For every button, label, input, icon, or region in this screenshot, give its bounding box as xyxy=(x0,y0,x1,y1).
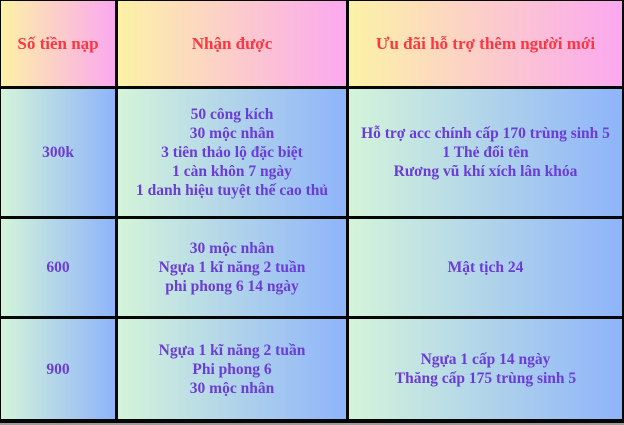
bonus-item: Hỗ trợ acc chính cấp 170 trùng sinh 5 xyxy=(361,125,610,142)
reward-item: 30 mộc nhân xyxy=(189,379,275,397)
bonus-item: Mật tịch 24 xyxy=(447,259,524,276)
header-newbie-bonus: Ưu đãi hỗ trợ thêm người mới xyxy=(349,1,622,86)
reward-item: Ngựa 1 kĩ năng 2 tuần xyxy=(158,259,306,276)
amount-value: 900 xyxy=(46,360,70,378)
row-600-amount: 600 xyxy=(1,219,115,316)
reward-item: 50 công kích xyxy=(190,106,274,123)
reward-item: phi phong 6 14 ngày xyxy=(165,278,299,295)
reward-item: 1 danh hiệu tuyệt thế cao thủ xyxy=(135,182,329,199)
bonus-item: Thăng cấp 175 trùng sinh 5 xyxy=(394,370,577,387)
header-amount: Số tiền nạp xyxy=(1,1,115,86)
row-900-amount: 900 xyxy=(1,319,115,419)
row-900-rewards: Ngựa 1 kĩ năng 2 tuần Phi phong 6 30 mộc… xyxy=(118,319,346,419)
row-300k-bonus: Hỗ trợ acc chính cấp 170 trùng sinh 5 1 … xyxy=(349,89,622,216)
amount-value: 600 xyxy=(46,259,70,276)
amount-value: 300k xyxy=(42,144,74,161)
header-rewards-label: Nhận được xyxy=(191,34,273,53)
reward-item: 3 tiên thảo lộ đặc biệt xyxy=(161,144,303,161)
bonus-item: 1 Thẻ đổi tên xyxy=(442,144,529,161)
bonus-item: Ngựa 1 cấp 14 ngày xyxy=(420,351,551,368)
row-900-bonus: Ngựa 1 cấp 14 ngày Thăng cấp 175 trùng s… xyxy=(349,319,622,419)
row-300k-amount: 300k xyxy=(1,89,115,216)
header-rewards: Nhận được xyxy=(118,1,346,86)
row-600-rewards: 30 mộc nhân Ngựa 1 kĩ năng 2 tuần phi ph… xyxy=(118,219,346,316)
header-amount-label: Số tiền nạp xyxy=(17,34,99,53)
header-newbie-bonus-label: Ưu đãi hỗ trợ thêm người mới xyxy=(375,34,596,53)
reward-item: 30 mộc nhân xyxy=(189,125,275,142)
row-600-bonus: Mật tịch 24 xyxy=(349,219,622,316)
bonus-item: Rương vũ khí xích lân khóa xyxy=(393,163,578,180)
reward-item: Phi phong 6 xyxy=(192,360,272,378)
reward-item: Ngựa 1 kĩ năng 2 tuần xyxy=(158,341,306,359)
row-300k-rewards: 50 công kích 30 mộc nhân 3 tiên thảo lộ … xyxy=(118,89,346,216)
reward-item: 30 mộc nhân xyxy=(189,240,275,257)
reward-item: 1 càn khôn 7 ngày xyxy=(172,163,292,180)
